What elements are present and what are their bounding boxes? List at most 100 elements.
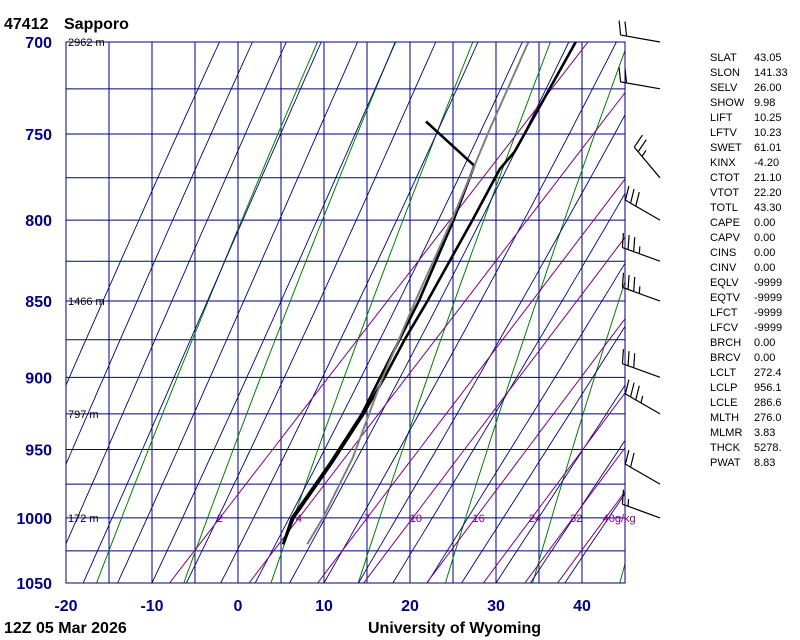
index-name: BRCH	[710, 337, 741, 349]
wind-barb-shaft	[625, 393, 661, 415]
index-name: LFTV	[710, 127, 738, 139]
wind-barb-shaft	[622, 503, 661, 519]
index-value: 43.05	[754, 52, 782, 64]
index-name: KINX	[710, 157, 736, 169]
moist-adiabat	[66, 42, 253, 466]
index-name: CAPV	[710, 232, 741, 244]
dry-adiabat	[183, 42, 396, 583]
mixing-ratio-line	[169, 42, 589, 583]
station-name: Sapporo	[64, 16, 129, 33]
wind-barb-flag	[635, 191, 640, 207]
wind-barb-flag	[629, 382, 635, 398]
index-row: VTOT 22.20	[710, 187, 782, 199]
index-value: 0.00	[754, 217, 775, 229]
index-row: LCLT 272.4	[710, 367, 782, 379]
dry-adiabat	[532, 279, 625, 583]
moist-adiabat	[117, 42, 359, 583]
pressure-tick-label: 700	[25, 35, 52, 52]
temperature-line	[281, 42, 577, 545]
temperature-tick-label: 10	[315, 598, 333, 615]
mixing-ratio-line	[482, 392, 625, 583]
index-name: EQLV	[710, 277, 739, 289]
moist-adiabat	[151, 42, 397, 583]
index-value: -9999	[754, 322, 782, 334]
index-name: VTOT	[710, 187, 739, 199]
dry-adiabat	[357, 42, 552, 583]
wind-barb-shaft	[622, 286, 661, 302]
wind-barb-flag	[627, 235, 630, 250]
wind-barb-flag	[624, 379, 630, 395]
wind-barb	[618, 67, 661, 90]
index-value: 3.83	[754, 427, 775, 439]
index-value: 10.25	[754, 112, 782, 124]
moist-adiabat	[495, 384, 625, 583]
moist-adiabat	[564, 492, 625, 583]
index-value: 0.00	[754, 337, 775, 349]
index-name: THCK	[710, 442, 741, 454]
index-row: SWET 61.01	[710, 142, 782, 154]
index-value: 5278.	[754, 442, 782, 454]
mixing-ratio-label: 40g/kg	[603, 513, 636, 525]
index-name: SLON	[710, 67, 740, 79]
dry-adiabat	[444, 49, 625, 583]
mixing-ratio-label: 16	[472, 513, 484, 525]
index-name: LFCV	[710, 322, 739, 334]
index-name: LIFT	[710, 112, 733, 124]
index-row: CTOT 21.10	[710, 172, 782, 184]
wind-barb	[633, 134, 661, 179]
wind-barb-shaft	[625, 463, 661, 485]
index-value: 0.00	[754, 352, 775, 364]
wind-barbs	[618, 20, 661, 519]
wind-barb-shaft	[622, 246, 661, 262]
wind-barb-half-flag	[641, 149, 647, 157]
wind-barb	[621, 489, 661, 519]
index-row: LFTV 10.23	[710, 127, 782, 139]
index-row: MLTH 276.0	[710, 412, 782, 424]
moist-adiabat	[220, 42, 479, 583]
index-value: 10.23	[754, 127, 782, 139]
wind-barb-flag	[624, 21, 628, 37]
index-row: LFCT -9999	[710, 307, 782, 319]
wind-barb-flag	[629, 188, 635, 204]
index-row: PWAT 8.83	[710, 457, 775, 469]
index-value: 43.30	[754, 202, 782, 214]
height-label: 2962 m	[68, 37, 105, 49]
index-row: LCLE 286.6	[710, 397, 782, 409]
dry-adiabat	[96, 42, 319, 583]
index-value: 26.00	[754, 82, 782, 94]
index-value: 276.0	[754, 412, 782, 424]
wind-barb-half-flag	[638, 246, 641, 254]
mixing-ratio-line	[557, 490, 625, 583]
wind-barb-flag	[633, 353, 636, 368]
station-id: 47412	[4, 16, 49, 33]
pressure-tick-label: 1050	[16, 576, 52, 593]
index-row: SHOW 9.98	[710, 97, 775, 109]
wind-barb-shaft	[622, 363, 661, 378]
index-value: -9999	[754, 277, 782, 289]
wind-barb	[624, 449, 661, 485]
mixing-ratio-label: 32	[570, 513, 582, 525]
mixing-ratio-label: 4	[296, 513, 302, 525]
wind-barb-flag	[621, 349, 625, 364]
index-row: SLON 141.33	[710, 67, 788, 79]
dry-adiabat	[794, 23, 800, 583]
pressure-tick-label: 900	[25, 370, 52, 387]
index-value: 8.83	[754, 457, 775, 469]
wind-barb-half-flag	[638, 286, 641, 294]
index-name: LCLP	[710, 382, 738, 394]
index-row: EQLV -9999	[710, 277, 782, 289]
wind-barb	[621, 272, 661, 302]
wind-barb-flag	[621, 232, 625, 248]
index-value: 0.00	[754, 232, 775, 244]
parcel-path-line	[306, 42, 530, 545]
wind-barb-flag	[618, 67, 622, 82]
pressure-tick-label: 950	[25, 442, 52, 459]
height-label: 172 m	[68, 513, 99, 525]
wind-barb	[621, 349, 661, 378]
index-value: 272.4	[754, 367, 782, 379]
mixing-ratio-label: 7	[364, 513, 370, 525]
moist-adiabat	[66, 42, 220, 387]
index-value: 956.1	[754, 382, 782, 394]
moist-adiabat	[82, 42, 322, 583]
wind-barb-half-flag	[640, 395, 644, 404]
